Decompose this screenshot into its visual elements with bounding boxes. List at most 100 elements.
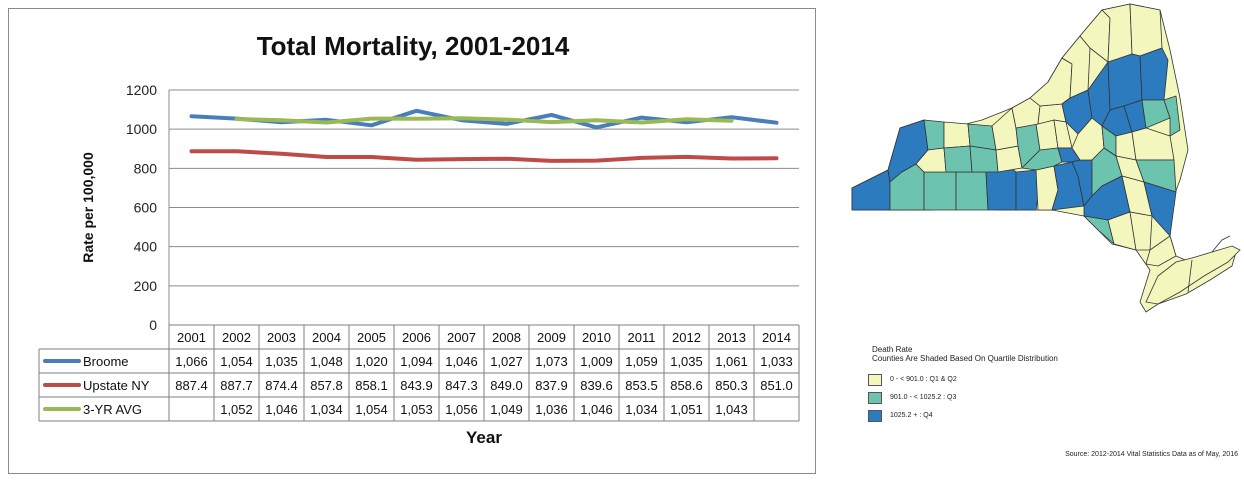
county-jefferson xyxy=(1029,57,1073,107)
county-long-island xyxy=(1145,245,1241,305)
data-label: 1,054 xyxy=(355,402,388,417)
county-washington xyxy=(1163,95,1181,137)
data-label: 1,048 xyxy=(310,354,343,369)
legend-swatch xyxy=(868,410,882,422)
island-fork xyxy=(1211,235,1231,253)
chart-title: Total Mortality, 2001-2014 xyxy=(257,31,570,61)
x-tick-label: 2014 xyxy=(762,330,791,345)
data-label: 1,046 xyxy=(580,402,613,417)
county-seneca xyxy=(995,145,1023,173)
data-label: 874.4 xyxy=(265,378,298,393)
data-label: 849.0 xyxy=(490,378,523,393)
legend-label: 3-YR AVG xyxy=(83,402,142,417)
map-source-note: Source: 2012-2014 Vital Statistics Data … xyxy=(1065,451,1238,458)
legend-subtitle: Counties Are Shaded Based On Quartile Di… xyxy=(872,354,1058,363)
x-tick-label: 2013 xyxy=(717,330,746,345)
x-tick-label: 2010 xyxy=(582,330,611,345)
x-tick-label: 2003 xyxy=(267,330,296,345)
county-monroe xyxy=(943,121,971,149)
x-tick-label: 2012 xyxy=(672,330,701,345)
data-label: 1,056 xyxy=(445,402,478,417)
data-label: 1,094 xyxy=(400,354,433,369)
legend-label: 0 - < 901.0 : Q1 & Q2 xyxy=(890,376,957,383)
data-label: 1,036 xyxy=(535,402,568,417)
x-tick-label: 2002 xyxy=(222,330,251,345)
x-tick-label: 2005 xyxy=(357,330,386,345)
legend-label: 1025.2 + : Q4 xyxy=(890,412,933,419)
data-label: 1,073 xyxy=(535,354,568,369)
x-tick-label: 2001 xyxy=(177,330,206,345)
y-tick-label: 1200 xyxy=(126,82,157,98)
county-yates xyxy=(969,145,999,173)
data-label: 1,035 xyxy=(265,354,298,369)
county-rensselaer xyxy=(1131,127,1175,161)
x-tick-label: 2004 xyxy=(312,330,341,345)
mortality-chart: Total Mortality, 2001-2014 0 200 400 600 800 1… xyxy=(38,31,800,447)
data-label: 853.5 xyxy=(625,378,658,393)
county-border xyxy=(1187,259,1193,293)
data-label: 1,066 xyxy=(175,354,208,369)
x-tick-label: 2011 xyxy=(628,330,656,345)
y-tick-label: 1000 xyxy=(126,121,157,137)
data-label: 887.7 xyxy=(220,378,253,393)
y-tick-label: 600 xyxy=(134,200,158,216)
data-label: 851.0 xyxy=(760,378,793,393)
legend-label: Broome xyxy=(83,354,129,369)
y-tick-label: 0 xyxy=(149,317,157,333)
data-label: 839.6 xyxy=(580,378,613,393)
data-label: 1,035 xyxy=(670,354,703,369)
data-label: 887.4 xyxy=(175,378,208,393)
data-label: 1,054 xyxy=(220,354,253,369)
legend-label: 901.0 - < 1025.2 : Q3 xyxy=(890,394,957,401)
x-tick-label: 2006 xyxy=(402,330,431,345)
chart-panel: Total Mortality, 2001-2014 0 200 400 600 800 1… xyxy=(8,8,816,474)
y-tick-label: 200 xyxy=(134,278,158,294)
data-label: 1,034 xyxy=(625,402,658,417)
y-axis-label: Rate per 100,000 xyxy=(80,152,96,263)
county-clinton xyxy=(1129,3,1163,57)
data-label: 858.6 xyxy=(670,378,703,393)
series-line-3-yr-avg xyxy=(234,116,734,125)
x-tick-label: 2009 xyxy=(537,330,566,345)
county-essex xyxy=(1139,47,1169,101)
data-label: 858.1 xyxy=(355,378,388,393)
data-label: 1,020 xyxy=(355,354,388,369)
data-label: 1,046 xyxy=(265,402,298,417)
data-label: 1,049 xyxy=(490,402,523,417)
legend-title: Death Rate xyxy=(872,345,913,354)
data-label: 1,009 xyxy=(580,354,613,369)
county-chemung xyxy=(985,165,1017,211)
data-label: 1,033 xyxy=(760,354,793,369)
data-label: 1,034 xyxy=(310,402,343,417)
data-label: 843.9 xyxy=(400,378,433,393)
legend-label: Upstate NY xyxy=(83,378,150,393)
x-axis-label: Year xyxy=(466,428,502,447)
county-genesee xyxy=(923,119,945,151)
county-westchester xyxy=(1145,235,1177,267)
county-broome-area xyxy=(1015,169,1039,211)
data-label: 1,046 xyxy=(445,354,478,369)
data-label: 1,051 xyxy=(670,402,703,417)
data-label: 1,027 xyxy=(490,354,523,369)
data-label: 1,043 xyxy=(715,402,748,417)
y-tick-label: 800 xyxy=(134,160,158,176)
y-tick-label: 400 xyxy=(134,239,158,255)
x-tick-label: 2008 xyxy=(492,330,521,345)
data-label: 1,052 xyxy=(220,402,253,417)
county-steuben xyxy=(955,171,989,211)
map-panel: Death Rate Counties Are Shaded Based On … xyxy=(840,0,1244,481)
county-livingston xyxy=(943,145,973,173)
data-label: 1,059 xyxy=(625,354,658,369)
data-label: 847.3 xyxy=(445,378,478,393)
county-wyoming xyxy=(915,147,947,173)
legend-swatch xyxy=(868,374,882,386)
data-label: 1,053 xyxy=(400,402,433,417)
legend-swatch xyxy=(868,392,882,404)
new-york-county-map xyxy=(851,3,1241,313)
data-label: 1,061 xyxy=(715,354,748,369)
data-label: 857.8 xyxy=(310,378,343,393)
x-tick-label: 2007 xyxy=(447,330,476,345)
county-allegany xyxy=(923,171,957,211)
data-label: 837.9 xyxy=(535,378,568,393)
data-label: 850.3 xyxy=(715,378,748,393)
